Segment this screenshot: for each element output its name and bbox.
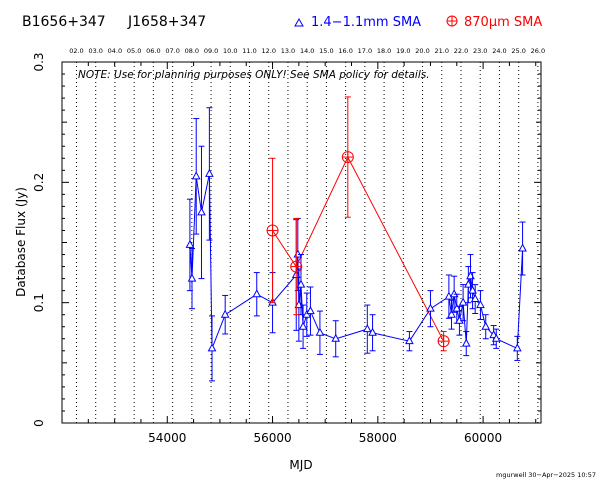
data-point-mm <box>426 290 435 328</box>
top-axis-year-label: 06.0 <box>146 47 160 55</box>
top-axis-year-label: 19.0 <box>396 47 410 55</box>
y-tick-label: 0.3 <box>32 52 46 71</box>
data-point-mm <box>315 310 325 355</box>
planning-note: NOTE: Use for planning purposes ONLY! Se… <box>78 69 430 81</box>
y-axis: 0 0.1 0.2 0.3 <box>32 52 541 427</box>
data-point-mm <box>298 304 308 349</box>
series-lines <box>189 155 524 350</box>
data-point-submm <box>290 217 303 316</box>
x-tick-label: 56000 <box>253 431 291 445</box>
top-axis-year-label: 18.0 <box>377 47 391 55</box>
y-tick-label: 0.2 <box>32 173 46 192</box>
series-line <box>272 155 445 342</box>
top-axis-year-label: 10.0 <box>223 47 237 55</box>
x-tick-label: 54000 <box>148 431 186 445</box>
data-point-mm <box>468 272 477 310</box>
data-point-mm <box>207 315 217 382</box>
legend-label-mm: 1.4−1.1mm SMA <box>311 15 421 30</box>
top-axis-year-label: 14.0 <box>300 47 314 55</box>
x-axis-label: MJD <box>289 458 312 472</box>
x-axis: 54000 56000 58000 60000 <box>61 62 537 445</box>
data-point-mm <box>512 335 522 361</box>
source-name-alias: J1658+347 <box>127 14 206 30</box>
top-axis-year-label: 12.0 <box>261 47 275 55</box>
top-axis-year-label: 20.0 <box>415 47 429 55</box>
data-point-submm <box>341 96 354 218</box>
top-axis-year-label: 05.0 <box>127 47 141 55</box>
data-point-mm <box>220 294 230 335</box>
top-axis-year-label: 13.0 <box>281 47 295 55</box>
top-axis-year-label: 25.0 <box>511 47 525 55</box>
data-point-mm <box>205 107 214 241</box>
footer-stamp: mgurwell 30−Apr−2025 10:57 <box>496 471 596 479</box>
legend: 1.4−1.1mm SMA 870μm SMA <box>294 15 542 30</box>
y-tick-label: 0 <box>32 419 46 427</box>
data-point-submm <box>266 157 279 304</box>
data-point-mm <box>252 272 262 317</box>
top-axis-year-label: 09.0 <box>204 47 218 55</box>
data-point-mm <box>187 248 197 310</box>
top-axis-year-label: 03.0 <box>88 47 102 55</box>
top-axis-year-label: 22.0 <box>454 47 468 55</box>
data-point-mm <box>458 284 468 322</box>
data-point-mm <box>331 320 341 358</box>
data-point-mm <box>491 328 501 349</box>
data-point-mm <box>302 292 312 337</box>
top-axis-year-label: 21.0 <box>435 47 449 55</box>
top-axis-year-label: 07.0 <box>165 47 179 55</box>
data-point-mm <box>447 299 456 330</box>
data-point-mm <box>461 331 471 357</box>
legend-triangle-icon <box>294 17 304 27</box>
y-tick-label: 0.1 <box>32 293 46 312</box>
data-point-mm <box>405 331 414 352</box>
top-axis-years: 02.0 03.0 04.0 05.0 06.0 07.0 08.0 09.0 10.0 11.0… <box>69 47 545 55</box>
data-point-mm <box>455 305 464 336</box>
top-axis-year-label: 24.0 <box>492 47 506 55</box>
data-point-mm <box>368 314 377 352</box>
data-point-mm <box>470 284 480 314</box>
data-point-mm <box>185 198 195 292</box>
data-point-mm <box>191 118 201 235</box>
top-axis-year-label: 23.0 <box>473 47 487 55</box>
data-point-mm <box>197 145 206 280</box>
x-tick-label: 58000 <box>359 431 397 445</box>
series-points <box>185 96 527 382</box>
top-axis-year-label: 02.0 <box>69 47 83 55</box>
legend-circle-plus-icon <box>446 15 458 27</box>
year-grid <box>75 62 539 423</box>
series-line <box>189 173 524 350</box>
data-point-mm <box>481 314 491 340</box>
data-point-mm <box>476 290 485 321</box>
top-axis-year-label: 08.0 <box>185 47 199 55</box>
data-point-mm <box>518 221 527 276</box>
data-point-mm <box>362 304 372 354</box>
top-axis-year-label: 15.0 <box>319 47 333 55</box>
data-point-submm <box>437 331 450 352</box>
data-point-mm <box>306 286 315 336</box>
top-axis-year-label: 16.0 <box>338 47 352 55</box>
legend-label-submm: 870μm SMA <box>464 15 542 30</box>
top-axis-year-label: 17.0 <box>358 47 372 55</box>
top-axis-year-label: 11.0 <box>242 47 256 55</box>
y-axis-label: Database Flux (Jy) <box>14 187 28 297</box>
x-tick-label: 60000 <box>464 431 502 445</box>
source-name-primary: B1656+347 <box>22 14 106 30</box>
top-axis-year-label: 26.0 <box>531 47 545 55</box>
top-axis-year-label: 04.0 <box>108 47 122 55</box>
plot-frame <box>61 61 542 424</box>
